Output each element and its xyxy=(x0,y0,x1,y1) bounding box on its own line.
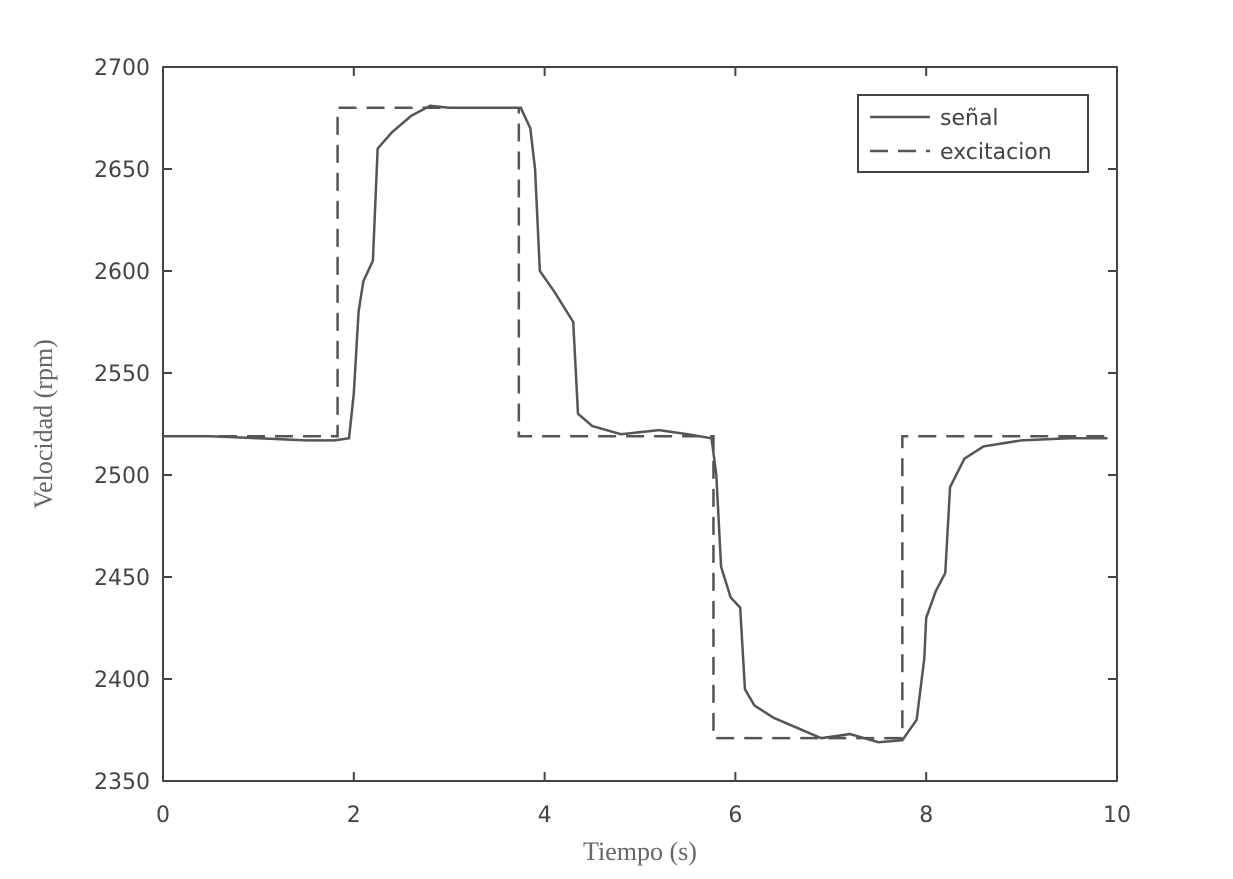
y-tick-label: 2650 xyxy=(94,158,150,183)
x-tick-label: 0 xyxy=(156,803,170,828)
x-tick-label: 8 xyxy=(919,803,933,828)
legend-label: excitacion xyxy=(940,140,1052,165)
y-tick-label: 2500 xyxy=(94,464,150,489)
plot-frame xyxy=(162,66,1118,782)
y-tick-label: 2600 xyxy=(94,260,150,285)
x-tick-label: 2 xyxy=(347,803,361,828)
y-tick-label: 2350 xyxy=(94,770,150,795)
x-tick-label: 10 xyxy=(1103,803,1131,828)
x-tick-label: 4 xyxy=(538,803,552,828)
series-line xyxy=(163,104,1108,744)
x-axis-label: Tiempo (s) xyxy=(583,837,697,866)
series-line xyxy=(163,106,1108,740)
y-tick-label: 2400 xyxy=(94,668,150,693)
legend-label: señal xyxy=(940,106,999,131)
x-tick-label: 6 xyxy=(728,803,742,828)
y-tick-label: 2700 xyxy=(94,56,150,81)
y-tick-label: 2550 xyxy=(94,362,150,387)
y-axis-label: Velocidad (rpm) xyxy=(29,339,58,509)
legend-box xyxy=(857,94,1089,173)
y-tick-label: 2450 xyxy=(94,566,150,591)
